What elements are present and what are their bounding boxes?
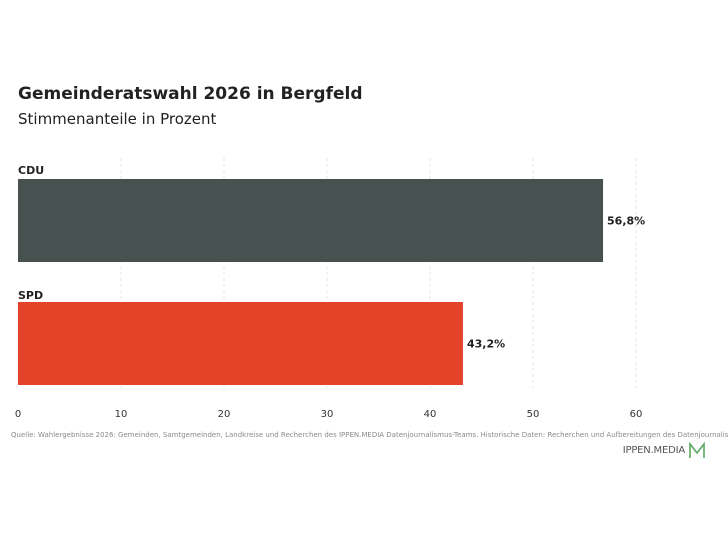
source-note: Quelle: Wahlergebnisse 2026: Gemeinden, …: [11, 431, 728, 439]
chart-title: Gemeinderatswahl 2026 in Bergfeld: [18, 84, 363, 104]
category-label-spd: SPD: [18, 289, 43, 302]
x-tick-label-10: 10: [115, 409, 128, 420]
x-tick-label-30: 30: [321, 409, 334, 420]
chart-subtitle: Stimmenanteile in Prozent: [18, 110, 217, 128]
bar-spd: [18, 302, 463, 385]
x-tick-label-20: 20: [218, 409, 231, 420]
brand-m-icon: [689, 441, 705, 458]
category-label-cdu: CDU: [18, 164, 44, 177]
x-tick-label-40: 40: [424, 409, 437, 420]
x-tick-label-50: 50: [527, 409, 540, 420]
brand-name: IPPEN.MEDIA: [622, 444, 685, 456]
value-label-cdu: 56,8%: [607, 215, 645, 228]
bar-cdu: [18, 179, 604, 262]
value-label-spd: 43,2%: [467, 338, 505, 351]
bar-chart: CDU 56,8% SPD 43,2% 0 10 20 30 40 50 60: [15, 158, 645, 420]
x-tick-label-0: 0: [15, 409, 21, 420]
x-tick-label-60: 60: [630, 409, 643, 420]
brand-logo: IPPEN.MEDIA: [623, 441, 706, 459]
